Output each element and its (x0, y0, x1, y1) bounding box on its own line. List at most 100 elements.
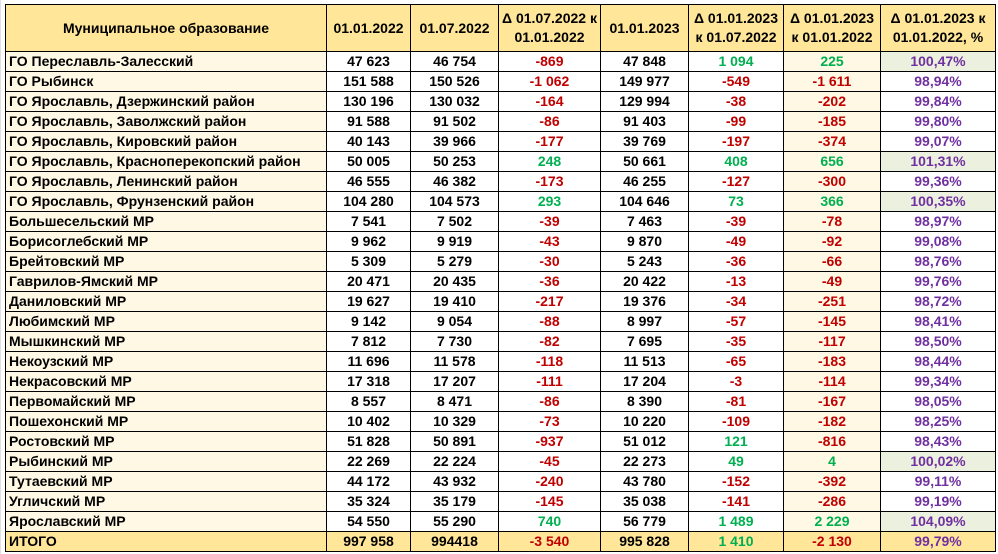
value-cell[interactable]: -92 (783, 231, 881, 252)
value-cell[interactable]: 9 919 (410, 231, 499, 252)
value-cell[interactable]: 46 382 (410, 171, 499, 192)
value-cell[interactable]: -57 (688, 311, 784, 332)
value-cell[interactable]: 22 269 (326, 451, 411, 472)
value-cell[interactable]: -65 (688, 351, 784, 372)
value-cell[interactable]: 99,36% (880, 171, 996, 192)
municipality-cell[interactable]: Угличский МР (5, 491, 327, 512)
value-cell[interactable]: 4 (783, 451, 881, 472)
value-cell[interactable]: 11 513 (600, 351, 689, 372)
value-cell[interactable]: 98,72% (880, 291, 996, 312)
municipality-cell[interactable]: Большесельский МР (5, 211, 327, 232)
value-cell[interactable]: 104 280 (326, 191, 411, 212)
value-cell[interactable]: 46 255 (600, 171, 689, 192)
municipality-cell[interactable]: Ростовский МР (5, 431, 327, 452)
value-cell[interactable]: 10 402 (326, 411, 411, 432)
value-cell[interactable]: 366 (783, 191, 881, 212)
value-cell[interactable]: -30 (498, 251, 601, 272)
value-cell[interactable]: 1 094 (688, 51, 784, 72)
value-cell[interactable]: -300 (783, 171, 881, 192)
value-cell[interactable]: 11 696 (326, 351, 411, 372)
value-cell[interactable]: 50 661 (600, 151, 689, 172)
value-cell[interactable]: 98,94% (880, 71, 996, 92)
column-header[interactable]: 01.01.2022 (326, 4, 411, 52)
value-cell[interactable]: 20 435 (410, 271, 499, 292)
value-cell[interactable]: -202 (783, 91, 881, 112)
value-cell[interactable]: -177 (498, 131, 601, 152)
value-cell[interactable]: 19 627 (326, 291, 411, 312)
value-cell[interactable]: 40 143 (326, 131, 411, 152)
value-cell[interactable]: 98,44% (880, 351, 996, 372)
value-cell[interactable]: 20 471 (326, 271, 411, 292)
value-cell[interactable]: 8 997 (600, 311, 689, 332)
value-cell[interactable]: -81 (688, 391, 784, 412)
value-cell[interactable]: -869 (498, 51, 601, 72)
value-cell[interactable]: -127 (688, 171, 784, 192)
municipality-cell[interactable]: Ярославский МР (5, 511, 327, 532)
value-cell[interactable]: 8 557 (326, 391, 411, 412)
municipality-cell[interactable]: Даниловский МР (5, 291, 327, 312)
value-cell[interactable]: 50 253 (410, 151, 499, 172)
value-cell[interactable]: 56 779 (600, 511, 689, 532)
municipality-cell[interactable]: ГО Ярославль, Заволжский район (5, 111, 327, 132)
value-cell[interactable]: 54 550 (326, 511, 411, 532)
municipality-cell[interactable]: Некрасовский МР (5, 371, 327, 392)
value-cell[interactable]: 740 (498, 511, 601, 532)
municipality-cell[interactable]: ГО Переславль-Залесский (5, 51, 327, 72)
value-cell[interactable]: 100,47% (880, 51, 996, 72)
value-cell[interactable]: -145 (498, 491, 601, 512)
value-cell[interactable]: -34 (688, 291, 784, 312)
value-cell[interactable]: 225 (783, 51, 881, 72)
value-cell[interactable]: 1 489 (688, 511, 784, 532)
value-cell[interactable]: 995 828 (600, 531, 689, 552)
value-cell[interactable]: 7 463 (600, 211, 689, 232)
value-cell[interactable]: 101,31% (880, 151, 996, 172)
value-cell[interactable]: -145 (783, 311, 881, 332)
value-cell[interactable]: 99,11% (880, 471, 996, 492)
municipality-cell[interactable]: Борисоглебский МР (5, 231, 327, 252)
municipality-cell[interactable]: Мышкинский МР (5, 331, 327, 352)
column-header[interactable]: Δ 01.01.2023 к 01.01.2022 (783, 4, 881, 52)
value-cell[interactable]: 997 958 (326, 531, 411, 552)
value-cell[interactable]: 11 578 (410, 351, 499, 372)
value-cell[interactable]: -13 (688, 271, 784, 292)
municipality-cell[interactable]: Брейтовский МР (5, 251, 327, 272)
value-cell[interactable]: 99,84% (880, 91, 996, 112)
column-header[interactable]: Δ 01.01.2023 к 01.01.2022, % (880, 4, 996, 52)
value-cell[interactable]: -111 (498, 371, 601, 392)
value-cell[interactable]: 39 769 (600, 131, 689, 152)
value-cell[interactable]: -66 (783, 251, 881, 272)
value-cell[interactable]: -937 (498, 431, 601, 452)
value-cell[interactable]: -392 (783, 471, 881, 492)
value-cell[interactable]: -109 (688, 411, 784, 432)
municipality-cell[interactable]: ГО Рыбинск (5, 71, 327, 92)
value-cell[interactable]: -114 (783, 371, 881, 392)
value-cell[interactable]: 656 (783, 151, 881, 172)
value-cell[interactable]: 100,02% (880, 451, 996, 472)
value-cell[interactable]: 47 848 (600, 51, 689, 72)
value-cell[interactable]: 50 005 (326, 151, 411, 172)
value-cell[interactable]: -88 (498, 311, 601, 332)
value-cell[interactable]: -3 (688, 371, 784, 392)
value-cell[interactable]: 39 966 (410, 131, 499, 152)
municipality-cell[interactable]: Пошехонский МР (5, 411, 327, 432)
value-cell[interactable]: 5 243 (600, 251, 689, 272)
municipality-cell[interactable]: ИТОГО (5, 531, 327, 552)
value-cell[interactable]: -141 (688, 491, 784, 512)
value-cell[interactable]: 99,07% (880, 131, 996, 152)
value-cell[interactable]: -73 (498, 411, 601, 432)
value-cell[interactable]: -164 (498, 91, 601, 112)
value-cell[interactable]: -173 (498, 171, 601, 192)
value-cell[interactable]: 104 646 (600, 191, 689, 212)
value-cell[interactable]: 99,80% (880, 111, 996, 132)
value-cell[interactable]: 51 012 (600, 431, 689, 452)
value-cell[interactable]: 35 324 (326, 491, 411, 512)
value-cell[interactable]: 17 207 (410, 371, 499, 392)
value-cell[interactable]: 2 229 (783, 511, 881, 532)
value-cell[interactable]: -38 (688, 91, 784, 112)
value-cell[interactable]: 22 273 (600, 451, 689, 472)
value-cell[interactable]: 10 329 (410, 411, 499, 432)
value-cell[interactable]: 99,79% (880, 531, 996, 552)
value-cell[interactable]: 8 471 (410, 391, 499, 412)
value-cell[interactable]: 130 196 (326, 91, 411, 112)
value-cell[interactable]: 73 (688, 191, 784, 212)
